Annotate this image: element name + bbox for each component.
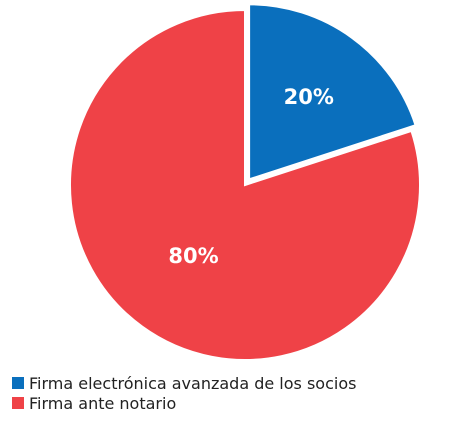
pie-slices [69,3,421,360]
legend-item-firma-notario: Firma ante notario [12,393,356,413]
pie-slice-0 [248,3,417,181]
pie-slice-1 [69,8,421,360]
legend-swatch-firma-notario [12,397,24,409]
legend-swatch-firma-electronica [12,377,24,389]
legend: Firma electrónica avanzada de los socios… [12,373,356,413]
pie-slice-label-1: 80% [168,244,218,268]
pie-chart: 20% 80% [69,3,421,360]
legend-label-firma-electronica: Firma electrónica avanzada de los socios [29,373,357,393]
pie-slice-label-0: 20% [284,85,334,109]
legend-label-firma-notario: Firma ante notario [29,393,177,413]
pie-labels: 20% 80% [168,85,333,268]
legend-item-firma-electronica: Firma electrónica avanzada de los socios [12,373,356,393]
